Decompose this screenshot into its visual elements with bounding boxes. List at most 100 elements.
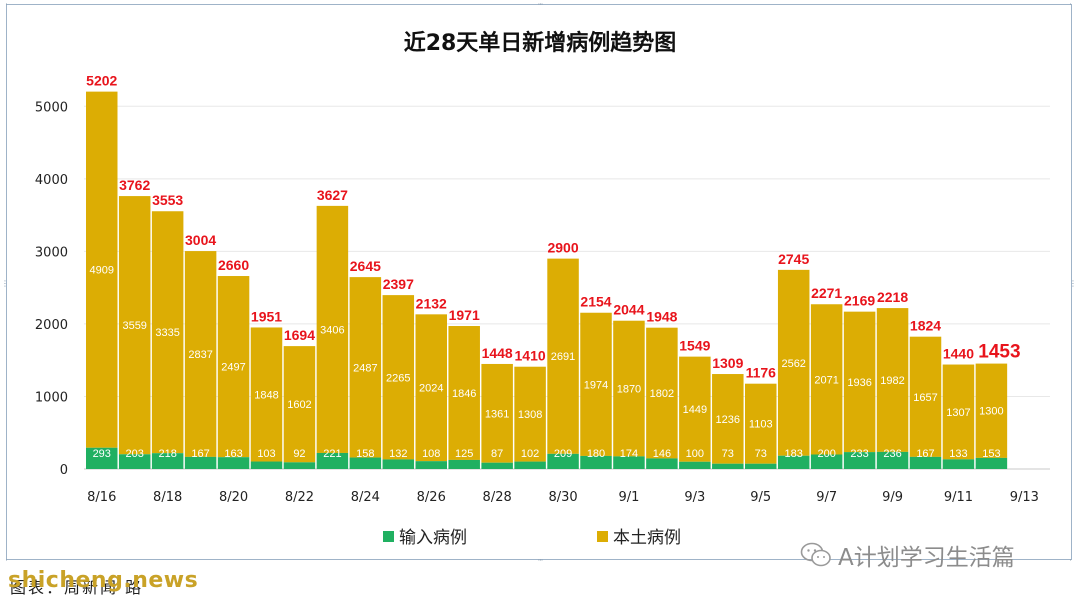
bar-imported xyxy=(514,461,546,469)
data-label-imported: 200 xyxy=(817,448,835,460)
data-label-total: 1176 xyxy=(746,365,777,381)
data-label-imported: 133 xyxy=(949,448,967,460)
bar-imported xyxy=(316,452,349,469)
chart-title: 近28天单日新增病例趋势图 xyxy=(404,30,677,56)
data-label-domestic: 2562 xyxy=(781,358,805,370)
data-label-total: 2397 xyxy=(383,276,414,292)
x-tick-label: 8/22 xyxy=(285,490,314,505)
bar-domestic xyxy=(777,269,810,456)
data-label-total: 3762 xyxy=(119,177,150,193)
data-label-total: 1309 xyxy=(712,355,743,371)
bar-domestic xyxy=(942,364,975,460)
legend-swatch-domestic xyxy=(597,531,608,542)
bar-domestic xyxy=(481,363,513,463)
bar-domestic xyxy=(810,304,843,455)
data-label-imported: 73 xyxy=(755,448,767,460)
bar-domestic xyxy=(975,363,1008,458)
data-label-total: 2044 xyxy=(613,302,644,318)
data-label-imported: 163 xyxy=(224,448,242,460)
data-label-total: 1971 xyxy=(449,307,480,323)
legend-swatch-imported xyxy=(383,531,394,542)
data-label-domestic: 4909 xyxy=(90,265,114,277)
data-label-total: 1694 xyxy=(284,327,315,343)
legend-label-imported: 输入病例 xyxy=(399,528,467,548)
data-label-imported: 73 xyxy=(722,448,734,460)
bar-imported xyxy=(810,454,843,469)
y-tick-label: 5000 xyxy=(35,100,68,115)
data-label-total: 1948 xyxy=(646,309,677,325)
resize-handle-left[interactable]: ⋮ xyxy=(1,279,9,288)
data-label-imported: 209 xyxy=(554,448,572,460)
data-label-imported: 203 xyxy=(126,448,144,460)
bar-imported xyxy=(349,457,382,469)
bar-domestic xyxy=(514,366,546,462)
resize-handle-top-right[interactable]: · xyxy=(1069,0,1072,9)
data-label-domestic: 3559 xyxy=(122,320,146,332)
bar-imported xyxy=(415,461,447,469)
x-tick-label: 8/16 xyxy=(87,490,116,505)
data-label-imported: 132 xyxy=(389,448,407,460)
bar-imported xyxy=(712,463,744,469)
data-label-imported: 221 xyxy=(323,448,341,460)
data-label-domestic: 2487 xyxy=(353,362,377,374)
data-label-imported: 233 xyxy=(850,448,868,460)
data-label-domestic: 1602 xyxy=(287,399,311,411)
bar-domestic xyxy=(448,326,480,460)
data-label-total: 2132 xyxy=(416,295,447,311)
resize-handle-bottom-right[interactable]: · xyxy=(1069,556,1072,565)
bar-domestic xyxy=(86,91,118,448)
data-label-total: 2218 xyxy=(877,289,908,305)
bar-domestic xyxy=(712,374,744,464)
bar-imported xyxy=(250,461,283,469)
data-label-domestic: 1870 xyxy=(617,384,641,396)
bar-imported xyxy=(646,458,678,469)
data-label-total: 3004 xyxy=(185,232,216,248)
bar-imported xyxy=(909,456,942,469)
resize-handle-bottom-left[interactable]: · xyxy=(5,556,8,565)
bar-imported xyxy=(942,459,975,469)
data-label-imported: 174 xyxy=(620,448,638,460)
data-label-domestic: 1657 xyxy=(913,392,937,404)
data-label-imported: 293 xyxy=(93,448,111,460)
data-label-total: 1410 xyxy=(515,348,546,364)
figure-caption: 图表：周新闻 路 xyxy=(10,578,144,597)
resize-handle-top[interactable]: ··· xyxy=(537,0,544,9)
legend-label-domestic: 本土病例 xyxy=(613,528,681,548)
data-label-domestic: 3406 xyxy=(320,324,344,336)
data-label-domestic: 2691 xyxy=(551,351,575,363)
data-label-domestic: 1300 xyxy=(979,406,1003,418)
bar-domestic xyxy=(151,211,184,454)
bars xyxy=(86,91,1008,469)
data-label-imported: 153 xyxy=(982,448,1000,460)
data-label-total: 2745 xyxy=(778,251,809,267)
data-label-total: 2645 xyxy=(350,258,381,274)
data-label-total: 1453 xyxy=(978,342,1020,363)
data-label-domestic: 3335 xyxy=(155,327,179,339)
bar-domestic xyxy=(118,196,151,455)
y-tick-label: 3000 xyxy=(35,245,68,260)
bar-domestic xyxy=(613,320,645,457)
legend: 输入病例 本土病例 xyxy=(383,528,681,548)
bar-labels: 293 4909 5202 203 3559 3762 218 3335 3553 167 2837… xyxy=(86,73,1020,460)
x-tick-label: 9/7 xyxy=(816,490,837,505)
bar-domestic xyxy=(547,258,579,454)
data-label-imported: 108 xyxy=(422,448,440,460)
bar-domestic xyxy=(909,336,942,457)
y-tick-label: 2000 xyxy=(35,318,68,333)
data-label-imported: 102 xyxy=(521,448,539,460)
x-tick-label: 9/11 xyxy=(944,490,973,505)
data-label-domestic: 1236 xyxy=(716,414,740,426)
data-label-imported: 180 xyxy=(587,448,605,460)
wechat-icon xyxy=(800,542,831,567)
data-label-total: 1549 xyxy=(679,338,710,354)
resize-handle-top-left[interactable]: · xyxy=(5,0,8,9)
x-tick-label: 8/18 xyxy=(153,490,182,505)
bar-imported xyxy=(613,456,645,469)
resize-handle-bottom[interactable]: ··· xyxy=(537,556,544,565)
data-label-domestic: 1449 xyxy=(683,404,707,416)
bar-domestic xyxy=(876,308,909,452)
data-label-domestic: 1802 xyxy=(650,388,674,400)
resize-handle-right[interactable]: ⋮ xyxy=(1069,279,1077,288)
y-tick-label: 1000 xyxy=(35,390,68,405)
data-label-imported: 183 xyxy=(785,448,803,460)
